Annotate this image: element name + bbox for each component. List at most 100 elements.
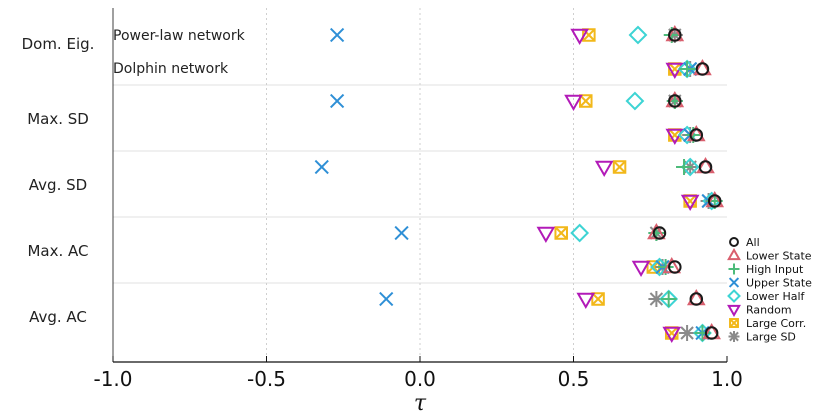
data-point-powerlaw: [668, 94, 682, 108]
marker-shape: [330, 93, 345, 109]
marker-shape: [582, 28, 596, 42]
data-point-dolphin: [704, 326, 719, 340]
marker-shape: [668, 28, 682, 42]
data-point-powerlaw: [570, 28, 589, 46]
data-point-dolphin: [665, 62, 685, 80]
data-point-powerlaw: [536, 226, 556, 244]
data-point-powerlaw: [314, 159, 329, 175]
network-label-powerlaw: Power-law network: [113, 28, 246, 44]
data-point-powerlaw: [576, 292, 596, 310]
marker-shape: [683, 194, 697, 208]
data-point-dolphin: [668, 260, 682, 274]
x-tick-label: -1.0: [93, 367, 132, 391]
marker-shape: [591, 292, 605, 306]
marker-shape: [570, 28, 589, 46]
marker-shape: [613, 160, 627, 174]
legend-label: Random: [746, 304, 792, 317]
data-point-dolphin: [689, 128, 704, 142]
data-point-dolphin: [707, 194, 722, 208]
data-point-powerlaw: [676, 159, 693, 175]
marker-shape: [394, 225, 409, 241]
legend-label: Lower State: [746, 250, 812, 263]
marker-shape: [698, 160, 713, 174]
marker-shape: [668, 94, 682, 108]
marker-shape: [628, 25, 648, 45]
data-point-dolphin: [662, 326, 682, 344]
data-point-powerlaw: [564, 94, 583, 112]
data-point-powerlaw: [698, 160, 713, 174]
marker-shape: [631, 260, 651, 278]
marker-shape: [591, 292, 605, 306]
marker-shape: [668, 62, 682, 76]
category-label: Avg. AC: [29, 308, 87, 326]
marker-shape: [729, 237, 739, 247]
x-tick-label: 0.5: [558, 367, 590, 391]
data-point-powerlaw: [379, 291, 394, 307]
marker-shape: [554, 226, 568, 240]
marker-shape: [665, 128, 685, 146]
marker-shape: [680, 194, 700, 212]
legend-label: High Input: [746, 263, 804, 276]
legend-marker: [727, 304, 741, 318]
marker-shape: [646, 260, 660, 274]
data-point-dolphin: [679, 61, 696, 77]
data-point-powerlaw: [582, 28, 596, 42]
data-point-powerlaw: [330, 93, 345, 109]
data-point-powerlaw: [652, 226, 667, 240]
marker-shape: [570, 223, 590, 243]
data-point-powerlaw: [625, 91, 645, 111]
marker-shape: [330, 27, 345, 43]
legend-label: Large SD: [746, 331, 796, 344]
marker-shape: [379, 291, 394, 307]
marker-shape: [727, 247, 741, 261]
data-point-dolphin: [631, 260, 651, 278]
marker-shape: [662, 326, 682, 344]
legend-label: Lower Half: [746, 290, 806, 303]
series-random: [536, 28, 700, 344]
data-point-powerlaw: [594, 160, 614, 178]
marker-shape: [582, 28, 596, 42]
data-point-powerlaw: [570, 223, 590, 243]
data-point-dolphin: [679, 325, 696, 341]
data-point-powerlaw: [394, 225, 409, 241]
marker-shape: [689, 292, 704, 306]
data-point-powerlaw: [591, 292, 605, 306]
marker-shape: [612, 160, 627, 174]
data-point-powerlaw: [612, 160, 627, 174]
data-point-powerlaw: [660, 291, 677, 307]
marker-shape: [536, 226, 556, 244]
legend-label: Upper State: [746, 277, 812, 290]
marker-shape: [668, 128, 682, 142]
marker-shape: [695, 62, 710, 76]
legend-marker: [729, 237, 739, 247]
data-point-powerlaw: [648, 291, 665, 307]
data-point-dolphin: [665, 128, 685, 146]
marker-shape: [729, 318, 739, 328]
marker-shape: [579, 94, 593, 108]
marker-shape: [727, 304, 741, 318]
x-axis-title: τ: [414, 391, 427, 415]
legend-marker: [727, 247, 741, 261]
data-point-powerlaw: [689, 292, 704, 306]
marker-shape: [579, 94, 593, 108]
data-point-powerlaw: [628, 25, 648, 45]
marker-shape: [704, 326, 719, 340]
legend-marker: [728, 263, 740, 275]
marker-shape: [564, 94, 583, 112]
data-point-powerlaw: [579, 94, 593, 108]
network-label-dolphin: Dolphin network: [113, 61, 229, 77]
category-label: Max. SD: [27, 110, 89, 128]
marker-shape: [594, 160, 614, 178]
legend-label: All: [746, 236, 760, 249]
x-tick-label: 0.0: [404, 367, 436, 391]
legend-marker: [727, 289, 741, 303]
legend-marker: [728, 277, 740, 288]
marker-shape: [665, 326, 679, 340]
marker-shape: [707, 194, 722, 208]
data-point-powerlaw: [554, 226, 568, 240]
marker-shape: [652, 226, 667, 240]
marker-shape: [728, 277, 740, 288]
series-upper-state: [314, 27, 716, 341]
